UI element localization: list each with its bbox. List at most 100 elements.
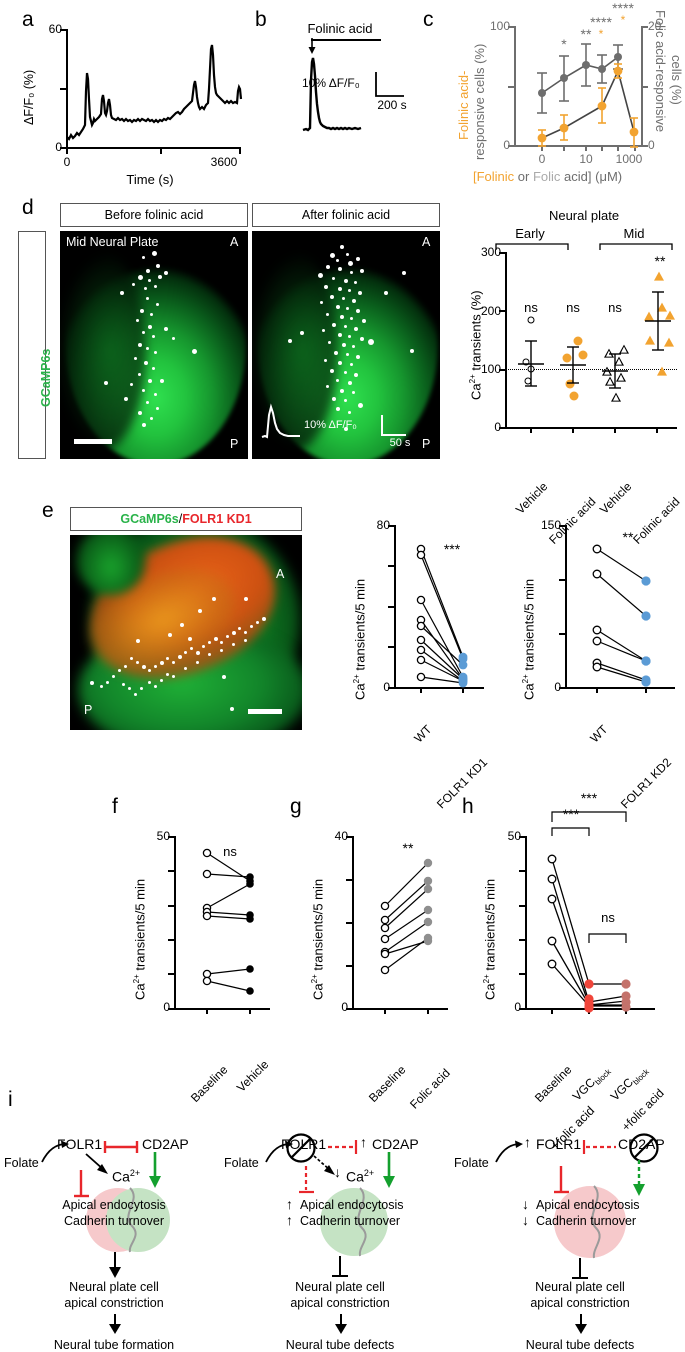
panel-a-ytick-mark-0 [60,147,67,149]
panel-g-xtick-1: Baseline [365,1062,409,1106]
panel-b-scalebar [375,72,404,97]
panel-a-label: a [22,8,34,31]
panel-c-ytick-right-20: 20 [648,19,662,33]
diagram-wt-inhibit-cd2ap-icon [103,1141,139,1153]
panel-h-ylabel: Ca2+ transients/5 min [482,878,498,1000]
panel-c-ylabel-right2: cells (%) [669,55,684,105]
panel-c-xtick-label-1000: 1000 [615,152,643,166]
panel-d-title-before: Before folinic acid [60,203,248,227]
diagram-kd-cell [320,1188,388,1256]
panel-d-orient-p-after: P [422,437,431,451]
diagram-kd-endo-up-arrow-icon: ↑ [286,1196,293,1212]
panel-d-sig-2: ns [566,300,580,315]
panel-g-sig: ** [402,840,414,856]
panel-e-right-ylabel: Ca2+ transients/5 min [521,578,537,700]
panel-a-xtick-0 [66,147,68,154]
panel-c-sig-10: ** [580,26,592,42]
panel-d-channel-label: GCaMP6s [39,348,53,407]
panel-d-scale-x-label: 50 s [389,437,411,449]
panel-e-left-ymin: 0 [383,680,390,694]
diagram-wt-cd2ap: CD2AP [142,1136,189,1152]
panel-f-xaxis [174,1008,270,1010]
panel-h-label: h [462,795,474,818]
panel-h-xtick-2: VGCblock [569,1067,613,1104]
panel-b-trace [302,57,362,132]
panel-e-title-sep: / [178,512,183,526]
panel-h-sig-outer: *** [580,790,598,806]
figure-root: a 60 0 ΔF/F₀ (%) 0 3600 Time (s) b Folin… [4,0,685,1352]
panel-e-orient-a: A [276,567,285,581]
diagram-wt-folate: Folate [4,1156,39,1170]
panel-d-ytick-300: 300 [480,245,501,259]
diagram-kd-folr1-ca-arrow-icon [313,1155,335,1175]
panel-c-ylabel-left-gray: responsive cells (%) [472,43,487,160]
panel-e-orient-p: P [84,703,93,717]
panel-c-label: c [423,8,434,31]
diagram-cd2ap-folr1: FOLR1 [536,1136,582,1152]
panel-e-right-data [592,544,651,687]
panel-c-xtick-3 [563,145,565,151]
diagram-wt-mid2: apical constriction [64,1296,164,1310]
panel-c-ytick-mark-r20 [641,26,648,28]
panel-d-ytick-100: 100 [480,362,501,376]
panel-d-errorbar-4 [645,291,671,351]
panel-e-right-xaxis [565,687,675,689]
panel-d-errorbar-1 [518,340,544,387]
diagram-cd2ap-inhibit-down-icon [554,1166,569,1194]
panel-d-orient-a-after: A [422,235,431,249]
diagram-cd2ap-kd: +folic acid Folate ↑ FOLR1 CD2AP ↓ [448,1100,685,1352]
diagram-wt-line1: Apical endocytosis [62,1198,166,1212]
panel-a-xtick-mid [160,147,162,154]
diagram-kd-line2: Cadherin turnover [300,1214,401,1228]
diagram-cd2ap-line2: Cadherin turnover [536,1214,637,1228]
diagram-wt-outcome: Neural tube formation [53,1338,175,1352]
panel-h-sig-inner: *** [562,806,580,822]
diagram-kd-inhibit-mid-icon [332,1256,348,1277]
panel-d-image-before: Mid Neural Plate A P [60,231,248,459]
panel-e-title-red: FOLR1 KD1 [182,512,252,526]
diagram-cd2ap-cell-divider [591,1185,601,1259]
panel-c-xtick-100 [617,145,619,151]
panel-c-ytick-mark-l0 [508,145,515,147]
diagram-folr1-kd: Folate FOLR1 ↑ CD2AP ↓ Ca2+ [224,1100,452,1352]
panel-e-right-ymax: 150 [540,518,561,532]
diagram-kd-folate: Folate [224,1156,259,1170]
diagram-kd-cd2ap-up-arrow-icon: ↑ [360,1134,367,1150]
panel-e-right-sig: ** [622,529,634,545]
panel-e-left-ymax: 80 [376,518,390,532]
diagram-cd2ap-cell [554,1186,626,1258]
panel-c-data [537,43,639,148]
diagram-kd-ca-down-arrow-icon: ↓ [334,1164,341,1180]
panel-h-sig-ns: ns [601,910,615,925]
panel-d-stage-mid: Mid [623,226,645,241]
panel-c-xlabel: [Folinic or Folic acid] (μM) [473,169,623,184]
panel-d-sig-4: ** [654,253,666,269]
panel-a-xaxis [66,147,241,149]
diagram-cd2ap-folate: Folate [454,1156,489,1170]
diagram-cd2ap-folr1-up-arrow-icon: ↑ [524,1134,531,1150]
diagram-wt-line2: Cadherin turnover [63,1214,165,1228]
panel-d-xtick-3: Vehicle [597,479,635,517]
panel-e-title-box: GCaMP6s / FOLR1 KD1 [70,507,302,531]
diagram-wt-folr1: FOLR1 [57,1136,103,1152]
panel-f-yaxis [174,836,176,1008]
panel-d-errorbar-2 [560,346,586,384]
panel-a-ytick-min: 0 [55,140,62,154]
panel-d-ytick-200: 200 [480,304,501,318]
panel-c-ytick-mark-l100 [508,26,515,28]
panel-e-right-ymin: 0 [554,680,561,694]
panel-h-xtick-1: Baseline [531,1062,575,1106]
panel-c-sig-3: * [561,36,567,52]
panel-d-inset-trace [261,403,300,439]
diagram-wt-folate-arrow-icon [41,1140,69,1163]
panel-d-xaxis [505,427,677,429]
panel-d-image-after: A [252,231,440,459]
diagram-kd-folr1-crossed-out-icon [286,1133,316,1163]
panel-d-xtick-1: Vehicle [513,479,551,517]
panel-a-xtick-label-3600: 3600 [210,155,238,169]
panel-d-stage-early: Early [515,226,545,241]
panel-c-ytick-left-100: 100 [489,19,510,33]
panel-h-ymin: 0 [514,1000,521,1014]
panel-g-ymin: 0 [341,1000,348,1014]
panel-d-sig-1: ns [524,300,538,315]
